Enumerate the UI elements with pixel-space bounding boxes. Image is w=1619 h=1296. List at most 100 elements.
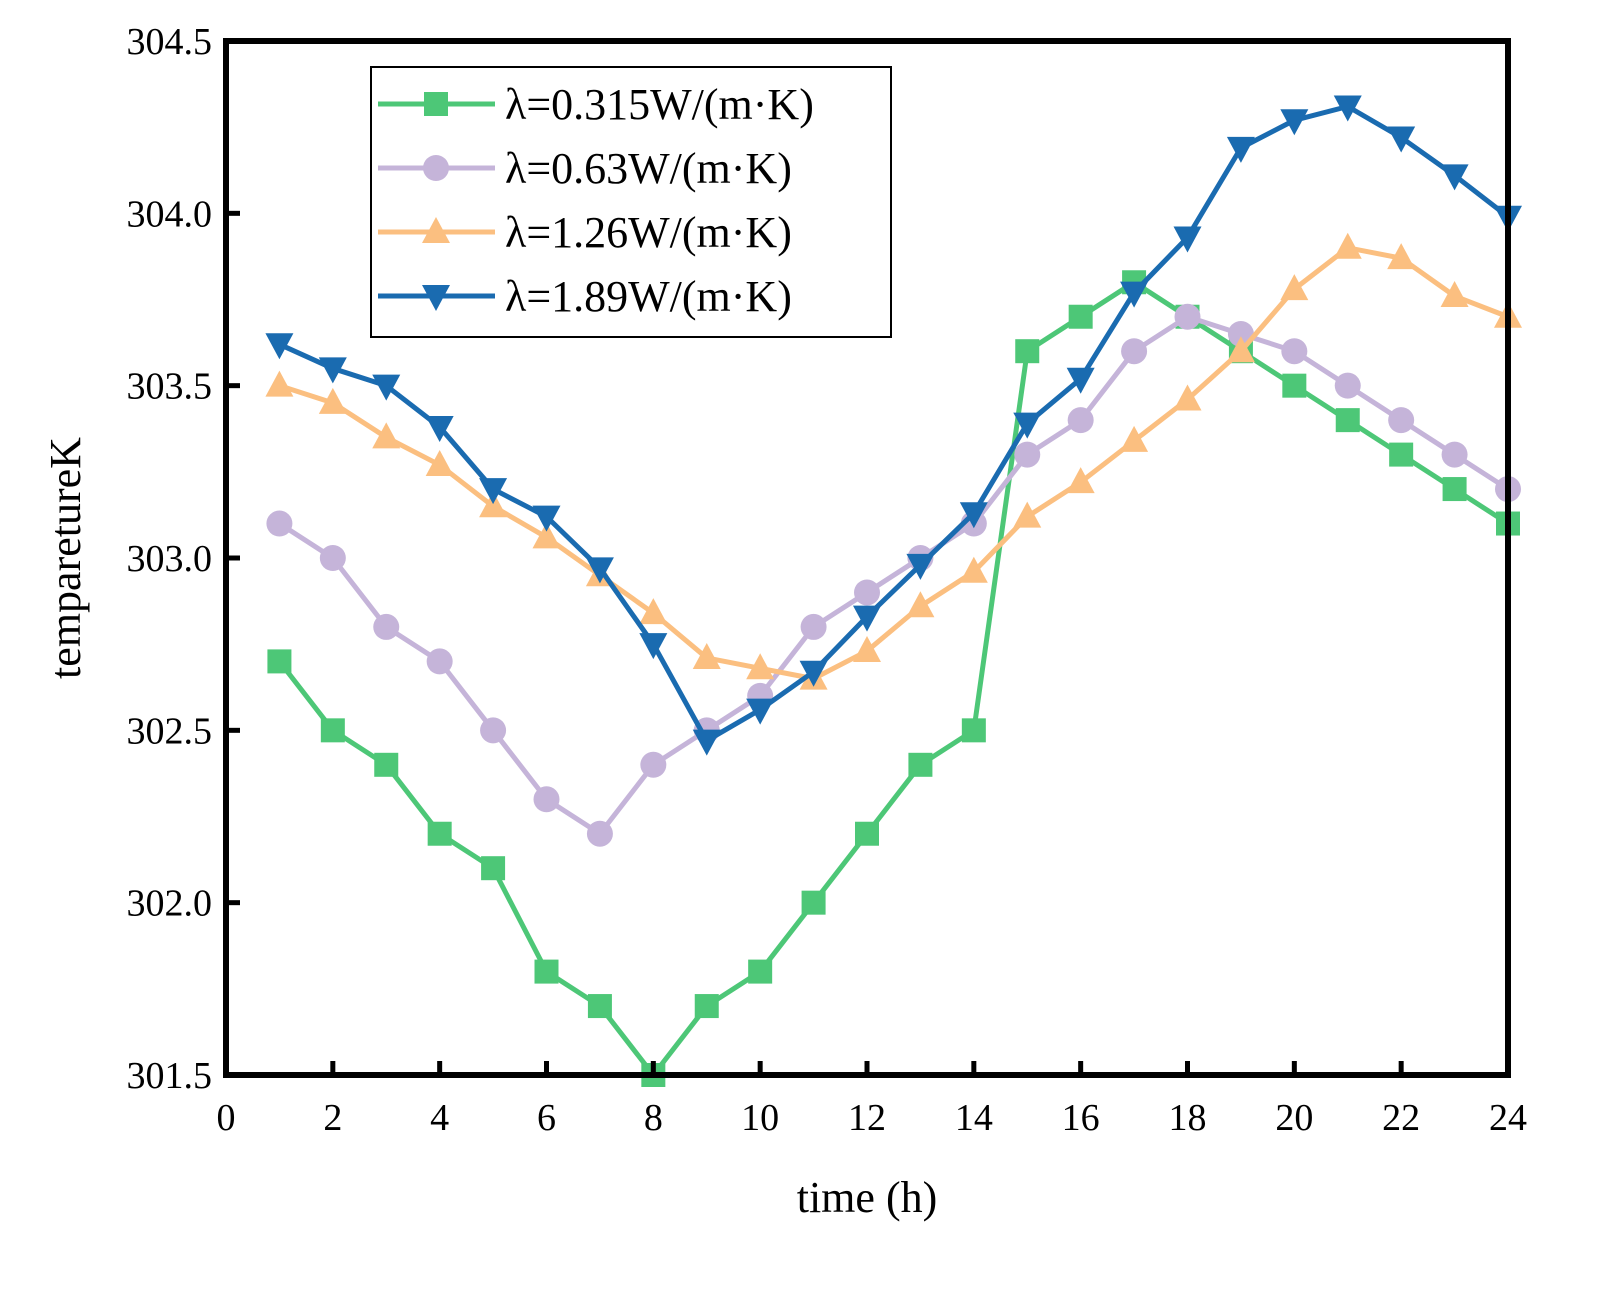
data-point — [1440, 164, 1469, 191]
data-point — [1015, 339, 1040, 364]
legend-marker — [422, 217, 450, 243]
data-point — [1441, 441, 1468, 468]
data-point — [1013, 412, 1042, 439]
series-line — [278, 314, 1510, 837]
legend-label: λ=1.26W/(m·K) — [505, 208, 792, 257]
data-point — [479, 491, 508, 518]
data-point — [1173, 384, 1202, 411]
legend: λ=0.315W/(m·K) λ=0.63W/(m·K) λ=1.26W/(m·K)… — [370, 66, 892, 338]
y-tick-label: 304.0 — [127, 193, 213, 235]
data-point — [908, 752, 933, 777]
x-tick-label: 0 — [217, 1097, 236, 1139]
data-point — [639, 633, 668, 660]
data-point — [959, 556, 988, 583]
data-point — [1388, 407, 1415, 434]
data-point — [372, 374, 401, 401]
data-point — [1334, 372, 1361, 399]
legend-box — [370, 66, 892, 338]
data-point — [318, 387, 347, 414]
x-tick-label: 2 — [323, 1097, 342, 1139]
data-point — [1389, 442, 1414, 467]
series-line — [277, 279, 1510, 1078]
legend-item: λ=0.315W/(m·K) — [378, 80, 814, 129]
data-point — [1014, 441, 1041, 468]
data-point — [748, 959, 773, 984]
data-point — [1066, 467, 1095, 494]
data-point — [1120, 425, 1149, 452]
data-point — [853, 636, 881, 663]
data-point — [265, 333, 294, 360]
data-point — [1333, 232, 1362, 259]
data-point — [1387, 243, 1416, 270]
data-point — [1013, 501, 1042, 528]
x-tick-label: 20 — [1275, 1097, 1313, 1139]
data-point — [318, 357, 347, 384]
legend-marker — [423, 155, 449, 181]
data-point — [746, 653, 775, 680]
data-point — [481, 856, 506, 881]
x-tick-label: 6 — [537, 1097, 556, 1139]
data-point — [1226, 336, 1255, 363]
data-point — [1226, 136, 1255, 163]
x-tick-label: 12 — [848, 1097, 886, 1139]
data-point — [1442, 477, 1467, 502]
data-point — [532, 522, 561, 549]
data-point — [374, 752, 399, 777]
x-tick-label: 4 — [430, 1097, 449, 1139]
legend-marker — [424, 92, 448, 116]
data-point — [587, 994, 612, 1019]
legend-item: λ=0.63W/(m·K) — [378, 144, 792, 193]
data-point — [425, 449, 454, 476]
data-point — [906, 553, 935, 580]
y-tick-label: 302.0 — [127, 883, 213, 925]
data-point — [1066, 367, 1095, 394]
data-point — [1335, 408, 1360, 433]
data-point — [479, 478, 508, 505]
y-tick-label: 301.5 — [127, 1055, 213, 1097]
data-point — [1174, 303, 1201, 330]
series-3 — [265, 232, 1522, 690]
data-point — [854, 579, 880, 606]
legend-marker — [422, 285, 450, 311]
data-point — [320, 718, 345, 743]
data-point — [692, 642, 721, 669]
data-point — [640, 751, 667, 778]
y-axis-title: temparetureK — [41, 437, 90, 679]
y-tick-label: 303.5 — [127, 366, 213, 408]
data-point — [1280, 274, 1309, 301]
series-line — [278, 245, 1509, 682]
data-point — [1120, 281, 1149, 308]
data-point — [1280, 109, 1309, 136]
data-point — [1067, 407, 1094, 434]
x-tick-label: 22 — [1382, 1097, 1420, 1139]
data-point — [267, 649, 292, 674]
x-tick-label: 18 — [1169, 1097, 1207, 1139]
series-1 — [267, 270, 1520, 1087]
data-point — [585, 557, 614, 584]
data-point — [1121, 338, 1148, 365]
y-tick-label: 303.0 — [127, 538, 213, 580]
data-point — [906, 591, 935, 618]
data-point — [427, 821, 452, 846]
x-axis: 0 2 4 6 8 10 12 14 16 18 20 22 24 — [217, 1061, 1527, 1139]
legend-item: λ=1.26W/(m·K) — [378, 208, 792, 257]
data-point — [855, 821, 879, 846]
data-point — [692, 729, 721, 756]
data-point — [1440, 281, 1469, 308]
data-point — [639, 598, 668, 625]
data-point — [801, 890, 826, 915]
x-tick-label: 10 — [741, 1097, 779, 1139]
data-point — [853, 605, 881, 632]
data-point — [1387, 126, 1416, 153]
legend-label: λ=1.89W/(m·K) — [505, 272, 792, 321]
x-tick-label: 16 — [1062, 1097, 1100, 1139]
x-tick-label: 14 — [955, 1097, 993, 1139]
y-axis: 301.5 302.0 302.5 303.0 303.5 304.0 304.5 — [127, 21, 240, 1097]
data-point — [425, 416, 454, 443]
legend-label: λ=0.315W/(m·K) — [505, 80, 814, 129]
y-tick-label: 302.5 — [127, 710, 213, 752]
data-point — [1173, 226, 1202, 253]
x-axis-title: time (h) — [797, 1173, 938, 1222]
data-point — [266, 510, 293, 537]
